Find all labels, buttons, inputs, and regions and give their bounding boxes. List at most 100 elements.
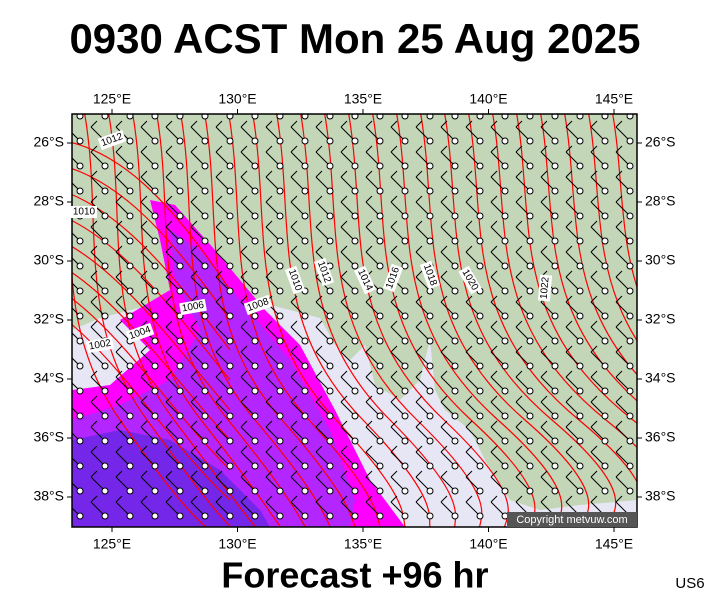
station bbox=[626, 262, 634, 270]
station bbox=[376, 487, 384, 495]
station bbox=[226, 187, 234, 195]
isobar bbox=[516, 114, 637, 425]
station bbox=[601, 362, 609, 370]
barb-flag bbox=[390, 170, 398, 178]
station bbox=[351, 412, 359, 420]
barb-flag bbox=[190, 395, 198, 403]
barb-flag bbox=[440, 195, 448, 203]
barb-flag bbox=[465, 445, 473, 453]
barb-flag bbox=[140, 420, 148, 428]
barb-flag bbox=[265, 145, 273, 153]
barb-flag bbox=[290, 295, 298, 303]
barb-flag bbox=[165, 195, 173, 203]
barb-flag bbox=[490, 420, 498, 428]
station bbox=[151, 312, 159, 320]
barb-flag bbox=[415, 220, 423, 228]
station bbox=[251, 114, 259, 120]
station bbox=[551, 262, 559, 270]
barb-flag bbox=[265, 195, 273, 203]
station bbox=[376, 512, 384, 520]
station bbox=[451, 287, 459, 295]
station bbox=[351, 362, 359, 370]
barb-flag bbox=[565, 195, 573, 203]
station bbox=[151, 412, 159, 420]
barb-flag bbox=[72, 396, 73, 397]
station bbox=[626, 462, 634, 470]
barb-flag bbox=[465, 320, 473, 328]
barb-flag bbox=[72, 321, 73, 322]
station bbox=[551, 337, 559, 345]
station bbox=[201, 187, 209, 195]
station bbox=[276, 114, 284, 120]
station bbox=[126, 162, 134, 170]
barb-flag bbox=[565, 220, 573, 228]
station bbox=[526, 137, 534, 145]
station bbox=[201, 437, 209, 445]
barb-flag bbox=[415, 245, 423, 253]
barb-flag bbox=[365, 220, 373, 228]
lat-label: 30°S bbox=[33, 252, 64, 268]
barb-flag bbox=[440, 320, 448, 328]
station bbox=[576, 387, 584, 395]
barb-flag bbox=[265, 470, 273, 478]
station bbox=[301, 487, 309, 495]
station bbox=[576, 137, 584, 145]
barb-flag bbox=[115, 220, 123, 228]
barb-flag bbox=[315, 145, 323, 153]
lat-label: 34°S bbox=[33, 370, 64, 386]
station bbox=[176, 337, 184, 345]
station bbox=[276, 187, 284, 195]
barb-flag bbox=[190, 145, 198, 153]
barb-flag bbox=[490, 395, 498, 403]
barb-flag bbox=[115, 395, 123, 403]
station bbox=[576, 362, 584, 370]
barb-flag bbox=[340, 395, 348, 403]
barb-flag bbox=[140, 120, 148, 128]
lat-label: 34°S bbox=[645, 370, 676, 386]
station bbox=[351, 212, 359, 220]
isobar-label-box bbox=[97, 129, 127, 151]
station bbox=[451, 362, 459, 370]
station bbox=[501, 262, 509, 270]
isobar-label: 1022 bbox=[537, 274, 553, 302]
barb-flag bbox=[615, 145, 623, 153]
station bbox=[276, 137, 284, 145]
barb-flag bbox=[240, 420, 248, 428]
barb-flag bbox=[516, 96, 522, 102]
barb-flag bbox=[190, 470, 198, 478]
isobar-label-box bbox=[243, 294, 273, 316]
barb-flag bbox=[490, 145, 498, 153]
station bbox=[226, 412, 234, 420]
barb-flag bbox=[165, 245, 173, 253]
lon-label: 130°E bbox=[218, 536, 256, 552]
station bbox=[151, 162, 159, 170]
station bbox=[501, 437, 509, 445]
barb-flag bbox=[190, 495, 198, 503]
barb-flag bbox=[266, 96, 272, 102]
station bbox=[501, 412, 509, 420]
barb-flag bbox=[165, 420, 173, 428]
isobar bbox=[72, 323, 231, 501]
barb-flag bbox=[340, 370, 348, 378]
station bbox=[176, 437, 184, 445]
lat-label: 38°S bbox=[33, 488, 64, 504]
station bbox=[151, 387, 159, 395]
station bbox=[176, 187, 184, 195]
station bbox=[351, 114, 359, 120]
lat-label: 26°S bbox=[645, 134, 676, 150]
barb-flag bbox=[72, 146, 73, 147]
station bbox=[401, 287, 409, 295]
barb-flag bbox=[115, 370, 123, 378]
station bbox=[126, 262, 134, 270]
station bbox=[501, 137, 509, 145]
barb-flag bbox=[590, 345, 598, 353]
station bbox=[301, 262, 309, 270]
barb-flag bbox=[565, 395, 573, 403]
barb-flag bbox=[215, 395, 223, 403]
barb-flag bbox=[590, 320, 598, 328]
barb-flag bbox=[290, 145, 298, 153]
barb-flag bbox=[490, 470, 498, 478]
station bbox=[76, 262, 84, 270]
barb-flag bbox=[165, 445, 173, 453]
barb-flag bbox=[490, 495, 498, 503]
